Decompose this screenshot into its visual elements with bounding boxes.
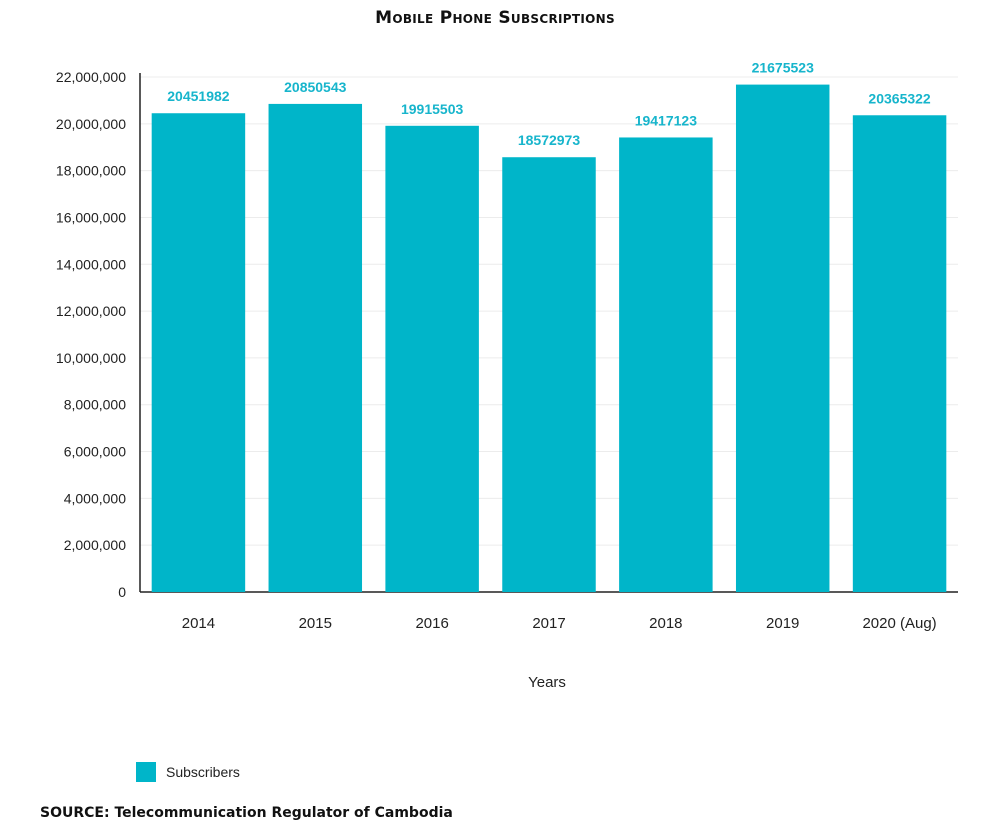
y-tick-label: 18,000,000 bbox=[56, 163, 126, 179]
y-tick-label: 0 bbox=[118, 584, 126, 600]
bar bbox=[268, 103, 363, 592]
legend-swatch bbox=[136, 762, 156, 782]
bar-chart: 0 2,000,000 4,000,000 6,000,000 8,000,000 10,… bbox=[56, 60, 958, 691]
x-tick-label: 2019 bbox=[766, 615, 799, 632]
y-tick-label: 14,000,000 bbox=[56, 256, 126, 272]
y-tick-label: 6,000,000 bbox=[64, 444, 126, 460]
bar bbox=[735, 84, 830, 593]
data-label: 19915503 bbox=[401, 101, 464, 117]
bar bbox=[385, 125, 479, 593]
x-tick-label: 2020 (Aug) bbox=[862, 615, 936, 632]
x-tick-label: 2016 bbox=[415, 615, 448, 632]
bar bbox=[852, 115, 947, 592]
bar bbox=[151, 113, 246, 592]
y-tick-label: 16,000,000 bbox=[56, 209, 126, 225]
data-label: 20451982 bbox=[167, 88, 230, 104]
chart-title: Mobile Phone Subscriptions bbox=[375, 8, 615, 28]
data-label: 20850543 bbox=[284, 79, 347, 95]
y-tick-label: 10,000,000 bbox=[56, 350, 126, 366]
y-tick-label: 2,000,000 bbox=[64, 537, 126, 553]
x-tick-label: 2018 bbox=[649, 615, 682, 632]
x-tick-label: 2015 bbox=[299, 615, 332, 632]
y-tick-label: 8,000,000 bbox=[64, 397, 126, 413]
data-label: 20365322 bbox=[868, 90, 931, 106]
legend-label: Subscribers bbox=[166, 764, 240, 780]
y-tick-label: 20,000,000 bbox=[56, 116, 126, 132]
data-label: 18572973 bbox=[518, 132, 581, 148]
y-tick-label: 4,000,000 bbox=[64, 490, 126, 506]
x-tick-label: 2014 bbox=[182, 615, 215, 632]
bar bbox=[619, 137, 713, 592]
bar bbox=[502, 157, 596, 593]
data-label: 19417123 bbox=[635, 112, 698, 128]
x-tick-label: 2017 bbox=[532, 615, 565, 632]
y-tick-label: 12,000,000 bbox=[56, 303, 126, 319]
y-tick-label: 22,000,000 bbox=[56, 69, 126, 85]
x-axis-title: Years bbox=[528, 674, 566, 691]
data-label: 21675523 bbox=[752, 60, 815, 76]
legend: Subscribers bbox=[136, 762, 240, 782]
source-note: SOURCE: Telecommunication Regulator of C… bbox=[40, 805, 453, 821]
